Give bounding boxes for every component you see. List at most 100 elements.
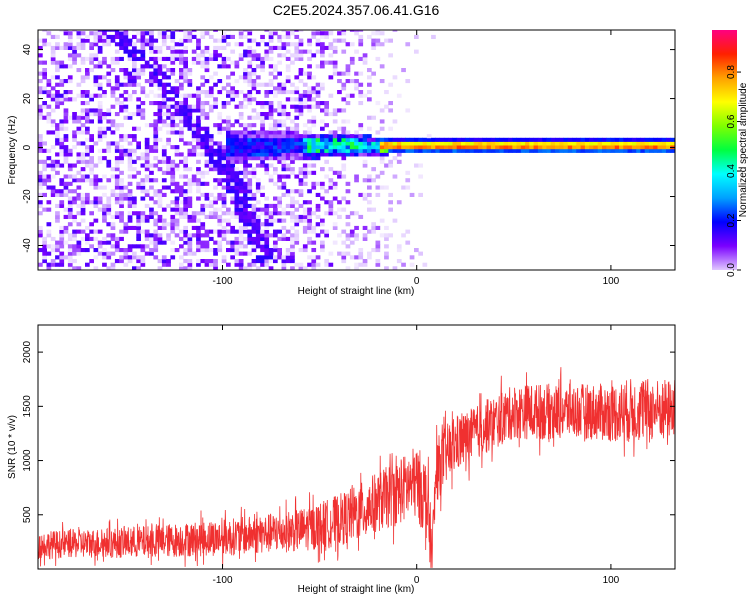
heatmap-cell	[149, 90, 154, 95]
heatmap-cell	[102, 42, 107, 47]
heatmap-cell	[537, 145, 543, 150]
heatmap-cell	[260, 255, 265, 260]
heatmap-cell	[59, 97, 65, 102]
heatmap-cell	[255, 236, 261, 241]
heatmap-cell	[307, 229, 312, 234]
heatmap-cell	[144, 251, 150, 256]
heatmap-cell	[414, 137, 419, 142]
heatmap-cell	[230, 248, 235, 253]
heatmap-cell	[345, 141, 351, 146]
heatmap-cell	[396, 244, 402, 249]
heatmap-cell	[132, 266, 137, 270]
heatmap-cell	[132, 148, 137, 153]
heatmap-cell	[42, 240, 47, 245]
heatmap-cell	[80, 56, 86, 61]
heatmap-cell	[255, 178, 261, 183]
heatmap-cell	[217, 233, 223, 238]
heatmap-cell	[132, 159, 137, 164]
heatmap-cell	[302, 218, 308, 223]
heatmap-cell	[337, 90, 342, 95]
heatmap-cell	[55, 192, 60, 197]
heatmap-cell	[166, 68, 171, 73]
heatmap-cell	[157, 45, 163, 50]
heatmap-cell	[127, 56, 133, 61]
heatmap-cell	[247, 30, 253, 32]
heatmap-cell	[76, 251, 82, 256]
heatmap-cell	[277, 178, 282, 183]
heatmap-cell	[174, 42, 180, 47]
heatmap-cell	[217, 170, 223, 175]
heatmap-cell	[260, 126, 265, 131]
heatmap-cell	[110, 56, 116, 61]
heatmap-cell	[367, 192, 372, 197]
heatmap-cell	[277, 251, 282, 256]
heatmap-cell	[268, 79, 274, 84]
heatmap-cell	[93, 200, 99, 205]
heatmap-cell	[204, 159, 210, 164]
heatmap-cell	[251, 82, 257, 87]
heatmap-cell	[264, 49, 270, 54]
heatmap-cell	[315, 137, 321, 142]
heatmap-cell	[85, 101, 90, 106]
heatmap-cell	[448, 145, 453, 150]
heatmap-cell	[243, 130, 248, 135]
heatmap-cell	[281, 167, 287, 172]
heatmap-cell	[76, 156, 82, 161]
heatmap-cell	[179, 174, 184, 179]
heatmap-cell	[63, 152, 69, 157]
heatmap-cell	[584, 141, 590, 146]
heatmap-cell	[610, 145, 616, 150]
heatmap-cell	[243, 211, 248, 216]
heatmap-cell	[264, 145, 270, 150]
heatmap-cell	[456, 137, 462, 142]
heatmap-cell	[264, 90, 270, 95]
heatmap-cell	[307, 214, 312, 219]
heatmap-cell	[217, 141, 223, 146]
heatmap-cell	[273, 233, 278, 238]
heatmap-cell	[114, 178, 120, 183]
heatmap-cell	[349, 211, 355, 216]
heatmap-cell	[55, 244, 60, 249]
heatmap-cell	[264, 101, 270, 106]
heatmap-cell	[157, 126, 163, 131]
heatmap-cell	[315, 203, 321, 208]
heatmap-cell	[285, 236, 291, 241]
heatmap-cell	[234, 240, 240, 245]
heatmap-cell	[486, 137, 492, 142]
heatmap-cell	[72, 45, 77, 50]
heatmap-cell	[196, 86, 201, 91]
heatmap-cell	[102, 218, 107, 223]
heatmap-cell	[384, 185, 389, 190]
heatmap-cell	[50, 145, 56, 150]
heatmap-cell	[132, 152, 137, 157]
heatmap-cell	[183, 112, 188, 117]
heatmap-cell	[226, 170, 231, 175]
heatmap-cell	[38, 233, 43, 238]
heatmap-cell	[59, 200, 65, 205]
heatmap-cell	[273, 156, 278, 161]
heatmap-cell	[273, 211, 278, 216]
heatmap-cell	[320, 152, 325, 157]
heatmap-cell	[537, 148, 543, 153]
heatmap-cell	[260, 233, 265, 238]
heatmap-cell	[200, 104, 206, 109]
heatmap-cell	[367, 115, 372, 120]
heatmap-cell	[268, 101, 274, 106]
heatmap-cell	[666, 145, 671, 150]
heatmap-cell	[93, 79, 99, 84]
heatmap-cell	[174, 49, 180, 54]
heatmap-cell	[362, 134, 368, 139]
heatmap-cell	[255, 156, 261, 161]
heatmap-cell	[285, 134, 291, 139]
heatmap-cell	[157, 240, 163, 245]
heatmap-cell	[238, 218, 244, 223]
heatmap-cell	[80, 152, 86, 157]
heatmap-cell	[67, 148, 73, 153]
heatmap-cell	[243, 68, 248, 73]
heatmap-cell	[255, 233, 261, 238]
heatmap-cell	[110, 167, 116, 172]
heatmap-cell	[247, 192, 253, 197]
heatmap-cell	[294, 145, 300, 150]
heatmap-cell	[268, 174, 274, 179]
heatmap-cell	[384, 137, 389, 142]
